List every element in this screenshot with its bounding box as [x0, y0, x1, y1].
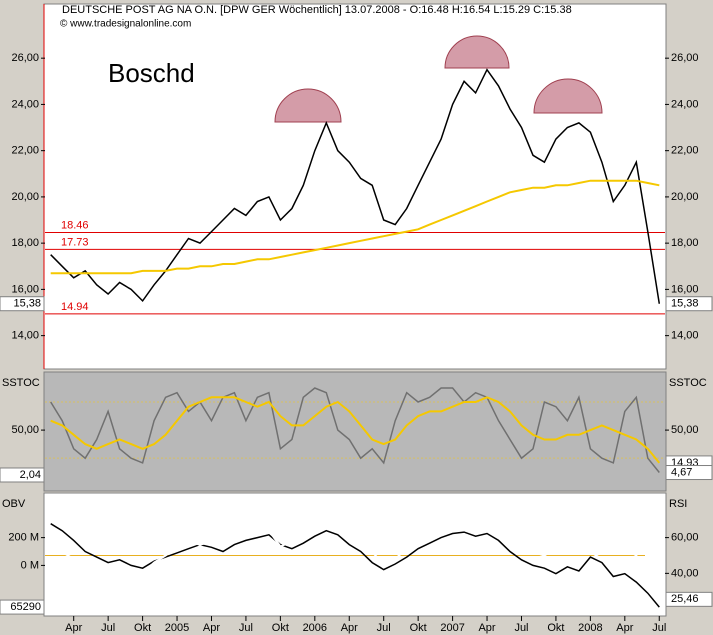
- stoch-panel: [43, 371, 667, 492]
- x-tick-label: 2008: [578, 622, 602, 634]
- series-line: [50, 396, 661, 464]
- value-tag: [665, 296, 713, 312]
- value-tag: [0, 296, 45, 312]
- value-tag-label: 4,67: [671, 466, 692, 478]
- x-tick-label: Apr: [65, 622, 82, 634]
- series-line: [50, 523, 660, 608]
- y-tick-label: 16,00: [11, 283, 39, 295]
- x-tick-label: 2005: [165, 622, 189, 634]
- series-line: [50, 68, 661, 304]
- level-label: 14.94: [61, 301, 89, 313]
- value-tag: [0, 467, 45, 483]
- obv-panel: [43, 492, 667, 617]
- x-tick-label: 2007: [440, 622, 464, 634]
- y2-tick-label: 60,00: [671, 532, 699, 544]
- y-tick-label: 24,00: [11, 98, 39, 110]
- panel-label: SSTOC: [669, 377, 707, 389]
- x-tick-label: Okt: [272, 622, 289, 634]
- y-tick-label: 14,00: [671, 330, 699, 342]
- highlight-arc: [444, 35, 510, 69]
- level-label: 17.73: [61, 236, 89, 248]
- x-tick-label: Apr: [478, 622, 495, 634]
- series-line: [50, 179, 660, 275]
- y-tick-label: 200 M: [8, 532, 39, 544]
- value-tag-label: 15,38: [13, 298, 41, 310]
- y-tick-label: 20,00: [671, 191, 699, 203]
- x-tick-label: Jul: [652, 622, 666, 634]
- x-tick-label: 2006: [303, 622, 327, 634]
- price-panel: [43, 3, 667, 370]
- x-tick-label: Apr: [616, 622, 633, 634]
- y-tick-label: 18,00: [671, 237, 699, 249]
- value-tag: [665, 591, 713, 607]
- highlight-arc: [274, 88, 342, 123]
- y-tick-label: 50,00: [11, 424, 39, 436]
- chart-title: DEUTSCHE POST AG NA O.N. [DPW GER Wöchen…: [62, 4, 572, 16]
- x-tick-label: Okt: [134, 622, 151, 634]
- y-tick-label: 26,00: [11, 52, 39, 64]
- chart-subtitle: © www.tradesignalonline.com: [60, 19, 191, 30]
- y-tick-label: 26,00: [671, 52, 699, 64]
- x-tick-label: Okt: [547, 622, 564, 634]
- y-tick-label: 22,00: [11, 145, 39, 157]
- x-tick-label: Okt: [410, 622, 427, 634]
- y-tick-label: 0 M: [21, 559, 39, 571]
- x-tick-label: Apr: [341, 622, 358, 634]
- series-line: [50, 511, 661, 600]
- value-tag: [665, 465, 713, 481]
- x-tick-label: Jul: [239, 622, 253, 634]
- x-tick-label: Apr: [203, 622, 220, 634]
- annotation: Boschd: [108, 58, 195, 88]
- panel-label: SSTOC: [2, 377, 40, 389]
- series-line: [50, 387, 660, 473]
- panel-label: RSI: [669, 498, 687, 510]
- highlight-arc: [533, 78, 603, 114]
- x-tick-label: Jul: [377, 622, 391, 634]
- y-tick-label: 24,00: [671, 98, 699, 110]
- x-tick-label: Jul: [101, 622, 115, 634]
- value-tag-label: 2,04: [20, 469, 41, 481]
- y2-tick-label: 40,00: [671, 567, 699, 579]
- x-tick-label: Jul: [514, 622, 528, 634]
- y-tick-label: 22,00: [671, 145, 699, 157]
- value-tag-label: 15,38: [671, 298, 699, 310]
- value-tag: [0, 599, 45, 615]
- y-tick-label: 20,00: [11, 191, 39, 203]
- y-tick-label: 14,00: [11, 330, 39, 342]
- y-tick-label: 18,00: [11, 237, 39, 249]
- value-tag-label: 25,46: [671, 593, 699, 605]
- level-label: 18.46: [61, 219, 89, 231]
- panel-label: OBV: [2, 498, 26, 510]
- value-tag-label: 65290: [10, 601, 41, 613]
- y-tick-label: 50,00: [671, 424, 699, 436]
- y-tick-label: 16,00: [671, 283, 699, 295]
